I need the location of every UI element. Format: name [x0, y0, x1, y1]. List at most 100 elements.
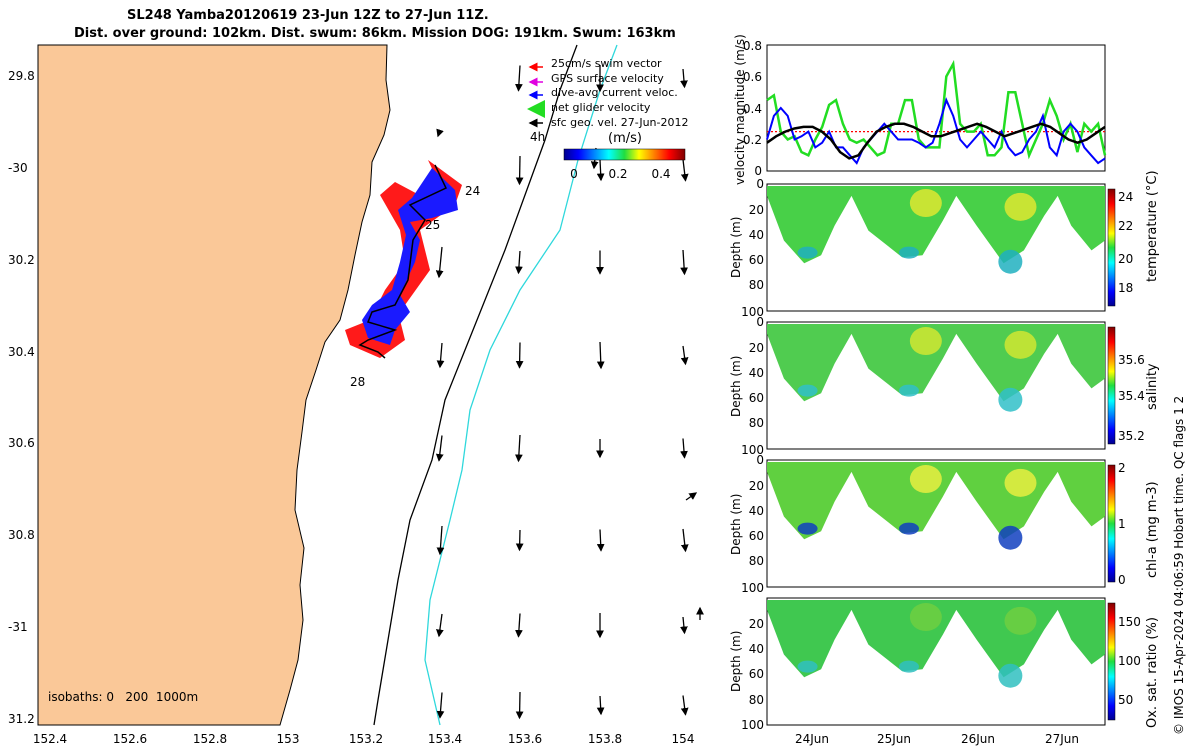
colorbar-unit-label: (m/s): [608, 131, 642, 146]
section-y-tick: 40: [749, 504, 764, 518]
geo-velocity-arrow: [515, 155, 524, 186]
map-x-axis: 152.4 152.6 152.8 153 153.2 153.4 153.6 …: [33, 732, 695, 746]
legend-label: net glider velocity: [551, 101, 651, 114]
geo-velocity-arrow: [515, 613, 523, 638]
dive-avg-velocity-series: [766, 97, 1106, 165]
chart-title: SL248 Yamba20120619 23-Jun 12Z to 27-Jun…: [127, 8, 489, 23]
colorbar-label: chl-a (mg m-3): [1145, 481, 1160, 578]
velocity-y-tick: 0.6: [743, 70, 762, 84]
section-feature: [898, 660, 919, 673]
section-feature: [797, 660, 818, 673]
legend-label: 25cm/s swim vector: [551, 57, 662, 70]
geo-velocity-arrow: [680, 249, 688, 276]
geo-velocity-arrow: [515, 529, 524, 552]
map-legend: 25cm/s swim vector GPS surface velocity …: [527, 57, 688, 181]
duration-label: 4h: [530, 130, 545, 144]
time-x-tick: 25Jun: [877, 732, 911, 746]
colorbar-tick: 150: [1118, 615, 1141, 629]
map-y-tick: -31: [8, 620, 28, 634]
section-feature: [1004, 330, 1037, 359]
colorbar-tick: 35.6: [1118, 353, 1145, 367]
velocity-y-tick: 0.4: [743, 102, 762, 116]
day-label-25: 25: [425, 218, 440, 232]
section-feature: [898, 246, 919, 259]
colorbar-tick: 0.4: [651, 167, 670, 181]
geo-velocity-arrow: [680, 616, 688, 635]
section-colorbar: [1107, 326, 1116, 445]
chl-a-section: [766, 459, 1116, 588]
geo-velocity-arrow: [680, 159, 689, 182]
section-y-label: Depth (m): [729, 217, 743, 278]
velocity-y-tick: 0: [754, 164, 762, 178]
map-x-tick: 153.6: [508, 732, 542, 746]
section-feature: [998, 663, 1023, 688]
map-x-tick: 153.4: [428, 732, 462, 746]
section-y-tick: 40: [749, 366, 764, 380]
section-y-label: Depth (m): [729, 631, 743, 692]
geo-velocity-arrow: [680, 68, 688, 89]
section-y-tick: 80: [749, 416, 764, 430]
time-x-tick: 27Jun: [1045, 732, 1079, 746]
section-y-tick: 0: [756, 315, 764, 329]
geo-velocity-arrow: [596, 529, 605, 552]
section-feature: [797, 522, 818, 535]
section-feature: [998, 249, 1023, 274]
section-feature: [909, 189, 942, 218]
section-y-tick: 60: [749, 391, 764, 405]
chart-subtitle: Dist. over ground: 102km. Dist. swum: 86…: [74, 26, 676, 41]
section-y-tick: 100: [741, 581, 764, 595]
velocity-y-tick: 0.8: [743, 39, 762, 53]
legend-label: GPS surface velocity: [551, 72, 664, 85]
section-y-tick: 80: [749, 693, 764, 707]
map-x-tick: 152.4: [33, 732, 67, 746]
map-x-tick: 154: [672, 732, 695, 746]
geo-velocity-arrow: [680, 528, 689, 553]
section-y-tick: 0: [756, 177, 764, 191]
section-feature: [797, 384, 818, 397]
section-y-tick: 20: [749, 341, 764, 355]
colorbar-tick: 24: [1118, 190, 1133, 204]
map-y-tick: 31.2: [8, 712, 35, 726]
geo-velocity-arrow: [435, 246, 444, 279]
geo-velocity-series: [766, 122, 1106, 160]
section-y-tick: 80: [749, 554, 764, 568]
map-y-axis: 29.8 -30 30.2 30.4 30.6 30.8 -31 31.2: [8, 69, 35, 726]
geo-velocity-arrow: [515, 691, 524, 720]
map-y-tick: 30.8: [8, 528, 35, 542]
section-feature: [909, 327, 942, 356]
colorbar-tick: 100: [1118, 654, 1141, 668]
salinity-section: [766, 321, 1116, 450]
map-x-tick: 152.8: [193, 732, 227, 746]
colorbar-tick: 50: [1118, 693, 1133, 707]
colorbar-tick: 22: [1118, 219, 1133, 233]
section-colorbar: [1107, 188, 1116, 307]
geo-velocity-arrow: [515, 250, 523, 275]
geo-velocity-arrow: [596, 695, 605, 716]
legend-label: dive-avg current veloc.: [551, 86, 678, 99]
velocity-y-tick: 0.2: [743, 133, 762, 147]
legend-label: sfc geo. vel. 27-Jun-2012: [551, 116, 688, 129]
geo-velocity-arrow: [436, 525, 445, 556]
section-y-tick: 100: [741, 443, 764, 457]
section-feature: [898, 384, 919, 397]
geo-velocity-arrow: [680, 345, 689, 366]
section-feature: [998, 525, 1023, 550]
section-y-tick: 60: [749, 529, 764, 543]
map-y-tick: -30: [8, 161, 28, 175]
geo-velocity-arrow: [596, 341, 605, 370]
map-y-tick: 30.4: [8, 345, 35, 359]
section-y-label: Depth (m): [729, 494, 743, 555]
section-y-tick: 40: [749, 228, 764, 242]
time-x-tick: 26Jun: [961, 732, 995, 746]
geo-velocity-arrow: [435, 435, 444, 462]
colorbar-tick: 0.2: [608, 167, 627, 181]
colorbar-tick: 18: [1118, 281, 1133, 295]
colorbar-label: salinity: [1145, 363, 1160, 410]
colorbar-tick: 1: [1118, 517, 1126, 531]
geo-velocity-arrow: [436, 128, 444, 138]
section-feature: [898, 522, 919, 535]
day-label-24: 24: [465, 184, 480, 198]
section-y-tick: 100: [741, 718, 764, 732]
colorbar-tick: 35.4: [1118, 389, 1145, 403]
